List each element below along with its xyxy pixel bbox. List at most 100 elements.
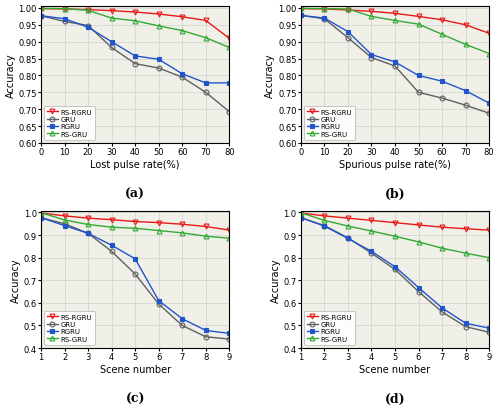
GRU <box>416 90 422 95</box>
RS-RGRU <box>203 19 209 24</box>
GRU <box>322 17 328 22</box>
RS-GRU <box>108 225 114 230</box>
GRU <box>132 62 138 67</box>
RGRU <box>203 81 209 86</box>
Y-axis label: Accuracy: Accuracy <box>6 53 16 98</box>
RS-GRU <box>416 240 422 245</box>
GRU <box>38 216 44 221</box>
RGRU <box>462 321 468 326</box>
RS-RGRU <box>226 37 232 42</box>
GRU <box>298 14 304 19</box>
RS-GRU <box>345 7 351 12</box>
GRU <box>368 56 374 61</box>
RGRU <box>368 249 374 254</box>
GRU <box>203 335 209 339</box>
GRU <box>38 14 44 19</box>
RS-RGRU <box>132 10 138 15</box>
Line: RGRU: RGRU <box>298 14 492 106</box>
RGRU <box>108 40 114 45</box>
RGRU <box>462 89 468 94</box>
RS-RGRU <box>38 7 44 12</box>
RS-RGRU <box>392 12 398 17</box>
RS-RGRU <box>179 15 185 20</box>
RS-GRU <box>298 211 304 216</box>
GRU <box>156 302 162 307</box>
RS-GRU <box>345 224 351 229</box>
RGRU <box>132 54 138 59</box>
GRU <box>368 251 374 256</box>
RGRU <box>62 17 68 22</box>
RS-RGRU <box>439 225 445 230</box>
RS-GRU <box>179 231 185 236</box>
GRU <box>462 103 468 108</box>
RS-GRU <box>462 43 468 48</box>
RGRU <box>179 316 185 321</box>
RGRU <box>416 74 422 79</box>
RS-RGRU <box>62 214 68 219</box>
RS-GRU <box>322 7 328 12</box>
RS-GRU <box>226 236 232 241</box>
Y-axis label: Accuracy: Accuracy <box>270 258 280 302</box>
RS-RGRU <box>439 18 445 23</box>
RS-GRU <box>322 218 328 223</box>
RS-RGRU <box>462 227 468 232</box>
RS-RGRU <box>298 7 304 12</box>
RS-GRU <box>108 17 114 21</box>
RS-GRU <box>416 23 422 28</box>
RGRU <box>156 58 162 63</box>
Line: RGRU: RGRU <box>38 216 232 336</box>
RS-GRU <box>439 246 445 251</box>
Legend: RS-RGRU, GRU, RGRU, RS-GRU: RS-RGRU, GRU, RGRU, RS-GRU <box>44 107 95 140</box>
Line: RS-GRU: RS-GRU <box>298 7 492 57</box>
GRU <box>486 330 492 335</box>
RS-RGRU <box>392 221 398 225</box>
Line: RS-RGRU: RS-RGRU <box>298 7 492 37</box>
RS-RGRU <box>179 222 185 227</box>
GRU <box>298 216 304 221</box>
RS-GRU <box>368 229 374 234</box>
RS-RGRU <box>345 9 351 14</box>
RGRU <box>179 72 185 77</box>
RGRU <box>345 30 351 35</box>
GRU <box>108 249 114 254</box>
RGRU <box>38 216 44 221</box>
RS-RGRU <box>226 228 232 233</box>
RS-GRU <box>132 226 138 231</box>
GRU <box>179 323 185 328</box>
GRU <box>108 46 114 51</box>
Line: RS-RGRU: RS-RGRU <box>38 7 232 42</box>
RS-GRU <box>156 24 162 29</box>
Line: RGRU: RGRU <box>38 14 232 86</box>
RS-GRU <box>439 33 445 38</box>
Line: RS-GRU: RS-GRU <box>38 7 232 51</box>
RS-GRU <box>486 256 492 261</box>
Text: (d): (d) <box>384 392 406 405</box>
RS-RGRU <box>85 8 91 13</box>
RGRU <box>132 257 138 262</box>
GRU <box>439 96 445 101</box>
Line: GRU: GRU <box>298 14 492 116</box>
RGRU <box>298 216 304 221</box>
X-axis label: Scene number: Scene number <box>360 364 430 374</box>
RS-GRU <box>486 52 492 57</box>
GRU <box>462 324 468 329</box>
RS-RGRU <box>38 211 44 216</box>
RS-GRU <box>462 251 468 256</box>
RS-RGRU <box>486 32 492 37</box>
RS-GRU <box>85 9 91 14</box>
RS-GRU <box>85 223 91 228</box>
GRU <box>226 110 232 115</box>
RGRU <box>345 236 351 241</box>
RS-GRU <box>392 234 398 239</box>
RGRU <box>416 285 422 290</box>
RGRU <box>439 306 445 311</box>
GRU <box>486 112 492 116</box>
RS-GRU <box>38 7 44 12</box>
RGRU <box>85 231 91 236</box>
RS-RGRU <box>322 7 328 12</box>
RS-GRU <box>156 228 162 233</box>
RGRU <box>392 60 398 65</box>
RS-RGRU <box>156 12 162 17</box>
RS-RGRU <box>298 211 304 216</box>
RS-GRU <box>368 15 374 20</box>
